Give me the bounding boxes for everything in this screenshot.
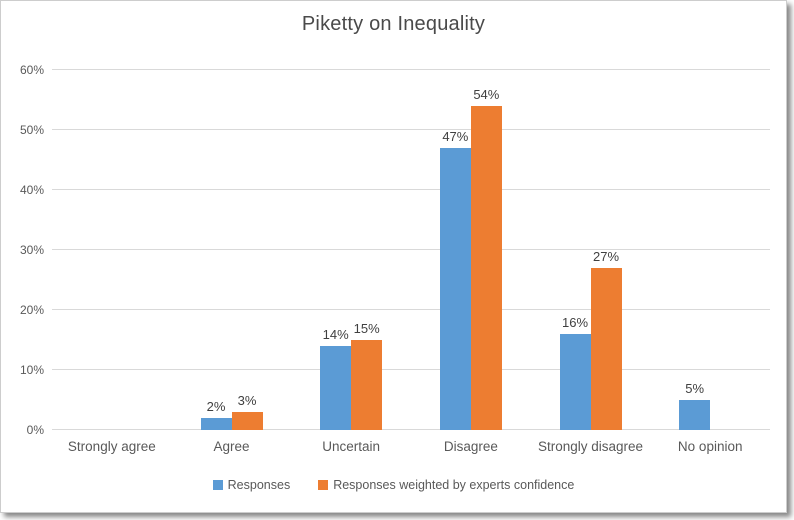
bar-group [52,70,172,430]
bar-group: 2% 3% [172,70,292,430]
data-label: 2% [206,399,226,414]
bar-slot: 16% [559,70,591,430]
y-axis: 0% 10% 20% 30% 40% 50% 60% [1,63,44,437]
x-axis-category-label: Agree [213,439,250,454]
data-label: 47% [442,129,469,144]
x-axis-category-label: Uncertain [322,439,381,454]
bar [320,346,352,430]
y-axis-tick-label: 30% [19,243,44,257]
legend-item: Responses weighted by experts confidence [318,478,574,492]
y-axis-tick-label: 60% [19,63,44,77]
plot-area: 2% 3% 14% 15% 47% 54% 16% 27% 5% [52,69,770,430]
data-label: 3% [237,393,257,408]
gridline [52,369,770,370]
chart-title: Piketty on Inequality [301,13,486,35]
x-axis-category-label: No opinion [677,439,743,454]
y-axis-tick-label: 10% [19,363,44,377]
bar [351,340,383,430]
bar [439,148,471,430]
bar-slot [112,70,143,430]
y-axis-tick-label: 20% [19,303,44,317]
bar-slot: 14% [320,70,352,430]
bar-slot: 2% [200,70,232,430]
data-label: 15% [353,321,380,336]
data-label: 5% [685,381,705,396]
chart-frame: Piketty on Inequality 0% 10% 20% 30% 40% 50% 6… [0,0,787,513]
bar-slot: 5% [679,70,711,430]
bar-slot [81,70,112,430]
x-axis-category-label: Disagree [443,439,498,454]
x-axis-category-label: Strongly disagree [537,439,644,454]
gridline [52,249,770,250]
bar-slot: 27% [590,70,622,430]
bar-group: 16% 27% [531,70,651,430]
bar-slot [710,70,741,430]
bar-slot: 3% [231,70,263,430]
bar [559,334,591,430]
y-axis-tick-label: 0% [26,423,44,437]
bar-group: 14% 15% [291,70,411,430]
bar [470,106,502,430]
bar-slot: 47% [439,70,471,430]
bar-slot: 54% [470,70,502,430]
legend: Responses Responses weighted by experts c… [1,478,786,492]
data-label: 27% [593,249,620,264]
legend-label: Responses [227,478,291,492]
legend-label: Responses weighted by experts confidence [333,478,575,492]
bar-groups: 2% 3% 14% 15% 47% 54% 16% 27% 5% [52,70,770,430]
bar [200,418,232,430]
y-axis-tick-label: 40% [19,183,44,197]
gridline [52,69,770,70]
bar-group: 5% [650,70,770,430]
bar-slot: 15% [351,70,383,430]
bar [679,400,711,430]
gridline [52,129,770,130]
y-axis-tick-label: 50% [19,123,44,137]
data-label: 54% [473,87,500,102]
bar [590,268,622,430]
legend-item: Responses [212,478,291,492]
bar-group: 47% 54% [411,70,531,430]
data-label: 16% [562,315,589,330]
legend-swatch [318,480,329,490]
data-label: 14% [322,327,349,342]
x-axis: Strongly agree Agree Uncertain Disagree Stro… [52,439,770,454]
gridline [52,429,770,430]
legend-swatch [212,480,223,490]
gridline [52,189,770,190]
bar [231,412,263,430]
gridline [52,309,770,310]
x-axis-category-label: Strongly agree [67,439,156,454]
